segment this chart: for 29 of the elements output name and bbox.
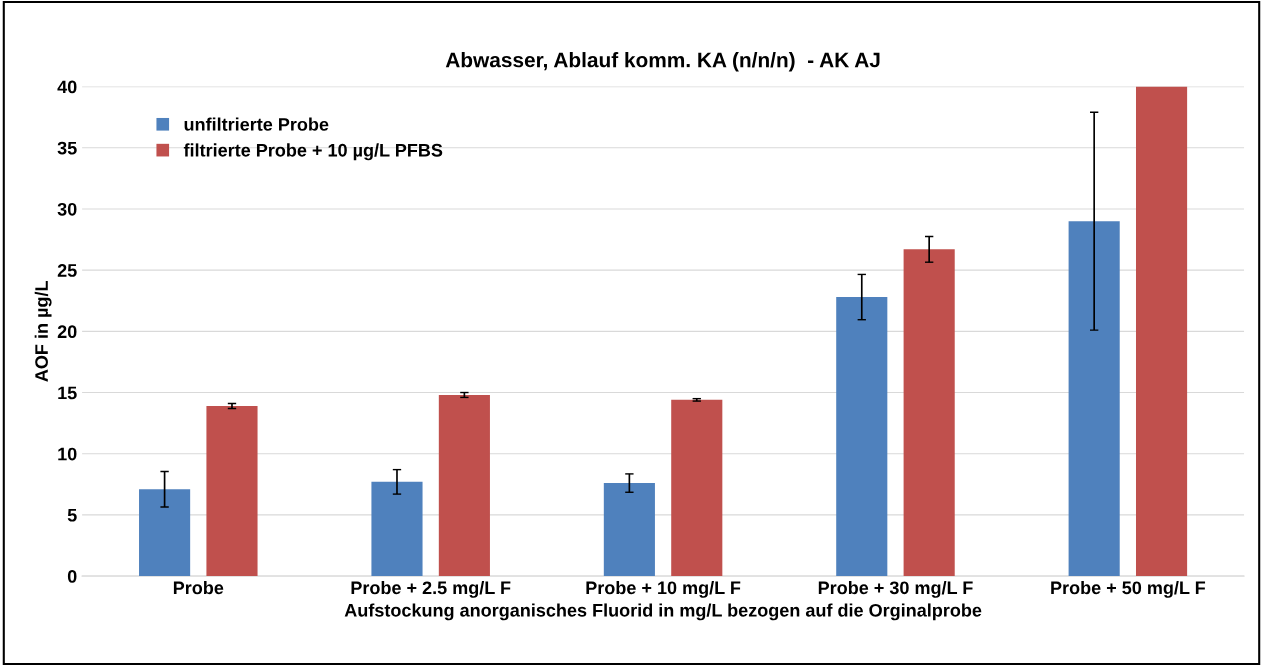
bar: [139, 489, 191, 577]
bar: [1068, 221, 1120, 577]
bar: [206, 405, 258, 577]
x-tick-label: Probe: [173, 580, 224, 595]
legend-label: filtrierte Probe + 10 µg/L PFBS: [183, 143, 443, 161]
x-tick-label: Probe + 30 mg/L F: [818, 580, 973, 598]
x-tick-label: Probe + 2.5 mg/L F: [351, 580, 511, 598]
y-tick-label: 30: [57, 202, 77, 216]
y-tick-label: 40: [57, 80, 77, 94]
y-tick-label: 15: [58, 386, 77, 400]
x-axis-title: Aufstockung anorganisches Fluorid in mg/L bezogen auf die Orginalprobe: [344, 603, 982, 621]
bar: [903, 249, 955, 577]
chart-title: Abwasser, Ablauf komm. KA (n/n/n) - AK AJ: [445, 52, 880, 72]
y-axis-title: AOF in µg/L: [34, 281, 52, 382]
bar: [603, 483, 655, 577]
y-tick-label: 20: [57, 325, 77, 339]
bar: [1135, 86, 1188, 577]
legend-label: unfiltrierte Probe: [184, 117, 329, 131]
y-tick-label: 35: [57, 141, 77, 155]
bar: [438, 394, 490, 577]
y-tick-label: 0: [67, 570, 77, 583]
x-tick-label: Probe + 50 mg/L F: [1051, 580, 1206, 598]
x-tick-label: Probe + 10 mg/L F: [586, 580, 741, 598]
y-tick-label: 25: [57, 264, 77, 277]
bar: [671, 399, 723, 577]
bar: [371, 481, 423, 577]
y-tick-label: 5: [67, 509, 77, 522]
bar: [836, 297, 888, 577]
y-tick-label: 10: [58, 447, 77, 461]
